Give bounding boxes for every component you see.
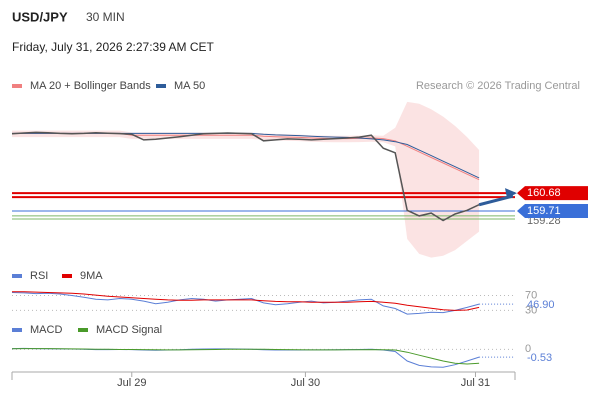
current-label: 159.71 (527, 205, 561, 217)
arrow-head (505, 188, 517, 199)
last-value-label: 46.90 (527, 299, 555, 311)
legend-label: 9MA (80, 270, 103, 282)
legend-label: MA 50 (174, 80, 205, 92)
indicator-line (11, 348, 480, 365)
legend-label: RSI (30, 270, 48, 282)
resistance-label: 160.68 (527, 187, 561, 199)
legend-label: MACD (30, 324, 62, 336)
legend-swatch (12, 328, 22, 332)
legend-swatch (78, 328, 88, 332)
legend-swatch (62, 274, 72, 278)
timestamp: Friday, July 31, 2026 2:27:39 AM CET (12, 40, 215, 54)
x-tick-label: Jul 31 (461, 377, 490, 389)
last-value-label: -0.53 (527, 352, 552, 364)
indicator-line (12, 291, 480, 311)
legend-label: MA 20 + Bollinger Bands (30, 80, 151, 92)
legend-label: MACD Signal (96, 324, 162, 336)
y-tick-label: 0 (525, 343, 531, 355)
y-tick-label: 30 (525, 304, 537, 316)
bollinger-band (12, 101, 480, 258)
credit: Research © 2026 Trading Central (416, 80, 580, 92)
x-tick-label: Jul 30 (291, 377, 320, 389)
legend-swatch (12, 274, 22, 278)
symbol: USD/JPY (12, 9, 68, 24)
legend-swatch (156, 84, 166, 88)
indicator-line (11, 347, 480, 368)
x-tick-label: Jul 29 (117, 377, 146, 389)
resistance-tag (517, 186, 588, 201)
current-tag (517, 204, 588, 219)
price-line (11, 131, 480, 222)
indicator-line (11, 292, 480, 315)
legend-swatch (12, 84, 22, 88)
interval: 30 MIN (86, 10, 125, 24)
y-tick-label: 70 (525, 289, 537, 301)
